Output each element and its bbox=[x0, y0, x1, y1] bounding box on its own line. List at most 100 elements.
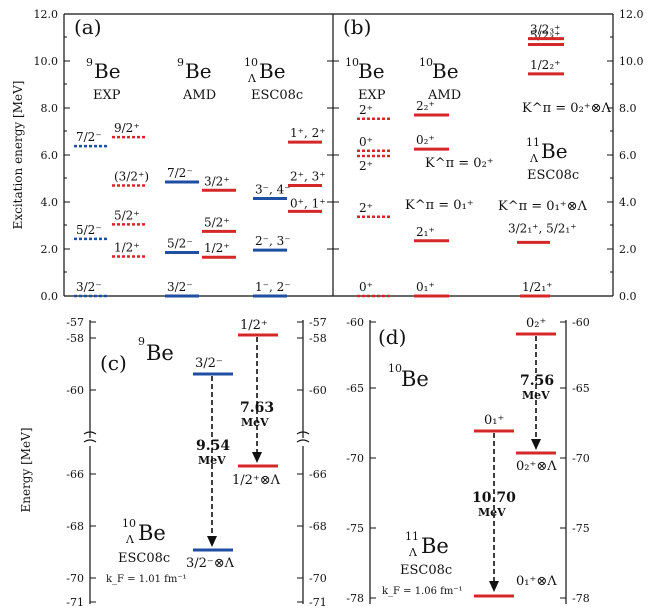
levels-b-esc-label-0: 1/2₁⁺ bbox=[522, 280, 552, 294]
svg-text:ESC08c: ESC08c bbox=[527, 168, 579, 183]
svg-text:-70: -70 bbox=[572, 452, 590, 465]
col-header-b-exp: 10 Be EXP bbox=[345, 56, 386, 103]
svg-text:-57: -57 bbox=[66, 316, 84, 329]
svg-text:-58: -58 bbox=[66, 332, 84, 345]
svg-text:Be: Be bbox=[358, 59, 385, 83]
axis-break-right bbox=[296, 431, 310, 443]
svg-text:Be: Be bbox=[432, 59, 459, 83]
col-header-b-amd: 10 Be AMD bbox=[419, 56, 461, 103]
svg-text:-66: -66 bbox=[309, 468, 327, 481]
svg-text:9: 9 bbox=[177, 56, 184, 69]
levels-b-amd-label-1: 2₁⁺ bbox=[416, 225, 435, 239]
arrow-value-d-1: 7.56 bbox=[520, 373, 554, 389]
svg-text:9: 9 bbox=[86, 56, 93, 69]
ytick-a-1: 2.0 bbox=[41, 243, 59, 256]
svg-text:Λ: Λ bbox=[247, 72, 257, 85]
level-label-d-1: 0₂⁺⊗Λ bbox=[516, 459, 557, 474]
svg-text:10: 10 bbox=[345, 56, 359, 69]
ticks-a bbox=[64, 13, 613, 297]
yticks-d: -60 -65 -70 -75 -78 -60 -65 -70 -75 -78 bbox=[346, 316, 589, 605]
levels-a-exp-label-3: 5/2⁺ bbox=[114, 208, 140, 222]
svg-text:EXP: EXP bbox=[358, 88, 386, 103]
ytick-b-2: 4.0 bbox=[619, 196, 637, 209]
level-label-d-2: 0₁⁺ bbox=[484, 413, 504, 428]
levels-a-amd-label-2: 1/2⁺ bbox=[204, 241, 230, 255]
svg-text:-66: -66 bbox=[66, 468, 84, 481]
panel-b-label: (b) bbox=[343, 15, 371, 39]
ytick-a-3: 6.0 bbox=[41, 149, 59, 162]
arrow-value-d-0: 10.70 bbox=[472, 490, 516, 506]
svg-text:11: 11 bbox=[526, 136, 540, 149]
col-header-b-esc: 11 Λ Be ESC08c bbox=[526, 136, 579, 183]
svg-text:k_F = 1.06 fm⁻¹: k_F = 1.06 fm⁻¹ bbox=[382, 586, 463, 597]
level-label-c-1: 1/2⁺ bbox=[240, 318, 268, 333]
levels-a-amd-label-3: 5/2⁺ bbox=[204, 215, 230, 229]
ytick-b-3: 6.0 bbox=[619, 149, 637, 162]
panel-a-label: (a) bbox=[74, 15, 102, 39]
svg-text:-57: -57 bbox=[309, 316, 327, 329]
levels-a-esc-label-5: 1⁺, 2⁺ bbox=[290, 126, 326, 140]
levels-a-exp: 3/2⁻ 5/2⁻ 1/2⁺ 5/2⁺ (3/2⁺) 7/2⁻ 9/2⁺ bbox=[74, 121, 149, 298]
arrowhead-d-0 bbox=[489, 581, 499, 592]
panel-d-nucleus: 10 Be bbox=[388, 362, 429, 391]
arrow-value-c-0: 9.54 bbox=[196, 438, 230, 454]
levels-a-amd-label-4: 3/2⁺ bbox=[204, 174, 230, 188]
panel-d-label: (d) bbox=[378, 325, 406, 349]
levels-a-esc-label-0: 1⁻, 2⁻ bbox=[255, 280, 291, 294]
levels-b-exp: 0⁺ 2⁺ 2⁺ 0⁺ 2⁺ bbox=[357, 103, 392, 298]
levels-a-esc-label-4: 2⁺, 3⁺ bbox=[290, 170, 326, 184]
svg-text:ESC08c: ESC08c bbox=[251, 88, 303, 103]
arrow-unit-c-1: MeV bbox=[241, 416, 269, 429]
svg-text:11: 11 bbox=[405, 530, 419, 543]
levels-b-amd-label-0: 0₁⁺ bbox=[416, 280, 435, 294]
levels-b-exp-label-3: 0⁺ bbox=[359, 135, 373, 149]
arrowhead-d-1 bbox=[531, 439, 541, 450]
svg-text:Be: Be bbox=[185, 59, 212, 83]
levels-b-amd: 0₁⁺ 2₁⁺ 0₂⁺ 2₂⁺ bbox=[414, 99, 449, 298]
svg-text:-71: -71 bbox=[309, 596, 327, 609]
svg-text:-70: -70 bbox=[66, 572, 84, 585]
ytick-a-6: 12.0 bbox=[34, 8, 59, 21]
ylabel-c: Energy [MeV] bbox=[19, 427, 33, 512]
level-label-d-0: 0₁⁺⊗Λ bbox=[516, 574, 557, 589]
levels-b-esc-label-1: 3/2₁⁺, 5/2₁⁺ bbox=[508, 221, 577, 235]
svg-text:-60: -60 bbox=[309, 384, 327, 397]
ytick-b-4: 8.0 bbox=[619, 102, 637, 115]
svg-text:Be: Be bbox=[541, 139, 568, 163]
arrow-unit-d-0: MeV bbox=[478, 506, 506, 519]
svg-text:Λ: Λ bbox=[125, 533, 135, 546]
svg-text:AMD: AMD bbox=[427, 88, 461, 103]
svg-text:-65: -65 bbox=[346, 382, 364, 395]
col-header-a-exp: 9 Be EXP bbox=[86, 56, 121, 103]
svg-text:Λ: Λ bbox=[529, 152, 539, 165]
k-annotations: K^π = 0₁⁺ K^π = 0₂⁺ K^π = 0₁⁺⊗Λ K^π = 0₂… bbox=[405, 101, 612, 214]
levels-b-esc-label-4: 3/2₃⁺ bbox=[530, 23, 560, 37]
svg-text:Be: Be bbox=[421, 534, 449, 558]
svg-text:10: 10 bbox=[419, 56, 433, 69]
levels-a-esc: 1⁻, 2⁻ 2⁻, 3⁻ 3⁻, 4⁻0⁺, 1⁺ 2⁺, 3⁺ 1⁺, 2⁺ bbox=[253, 126, 326, 298]
panel-c-nucleus: 9 Be bbox=[138, 335, 174, 365]
k-annot-3: K^π = 0₂⁺⊗Λ bbox=[522, 101, 612, 116]
levels-a-exp-label-2: 1/2⁺ bbox=[114, 241, 140, 255]
panel-c-hyper: 10 Λ Be ESC08c k_F = 1.01 fm⁻¹ bbox=[106, 517, 187, 585]
levels-a-amd-label-0: 3/2⁻ bbox=[167, 280, 193, 294]
levels-b-esc: 1/2₁⁺3/2₁⁺, 5/2₁⁺1/2₂⁺5/2₃⁺3/2₃⁺ bbox=[508, 23, 577, 298]
levels-a-exp-label-1: 5/2⁻ bbox=[76, 223, 102, 237]
axis-break-left bbox=[83, 431, 97, 443]
svg-text:-60: -60 bbox=[66, 384, 84, 397]
svg-text:Be: Be bbox=[259, 59, 286, 83]
levels-a-exp-label-0: 3/2⁻ bbox=[76, 280, 102, 294]
svg-text:-78: -78 bbox=[346, 592, 364, 605]
svg-text:-60: -60 bbox=[346, 316, 364, 329]
panel-d-axes bbox=[369, 320, 567, 604]
levels-b-esc-label-2: 1/2₂⁺ bbox=[530, 58, 560, 72]
ytick-b-1: 2.0 bbox=[619, 243, 637, 256]
svg-text:-70: -70 bbox=[346, 452, 364, 465]
panel-c-axes bbox=[83, 320, 310, 604]
level-label-c-2: 3/2⁻⊗Λ bbox=[186, 556, 235, 571]
ylabel-a: Excitation energy [MeV] bbox=[11, 81, 25, 230]
svg-text:10: 10 bbox=[244, 56, 258, 69]
levels-b-exp-label-2: 2⁺ bbox=[359, 159, 373, 173]
k-annot-0: K^π = 0₁⁺ bbox=[405, 198, 474, 213]
levels-b-exp-label-0: 0⁺ bbox=[359, 280, 373, 294]
